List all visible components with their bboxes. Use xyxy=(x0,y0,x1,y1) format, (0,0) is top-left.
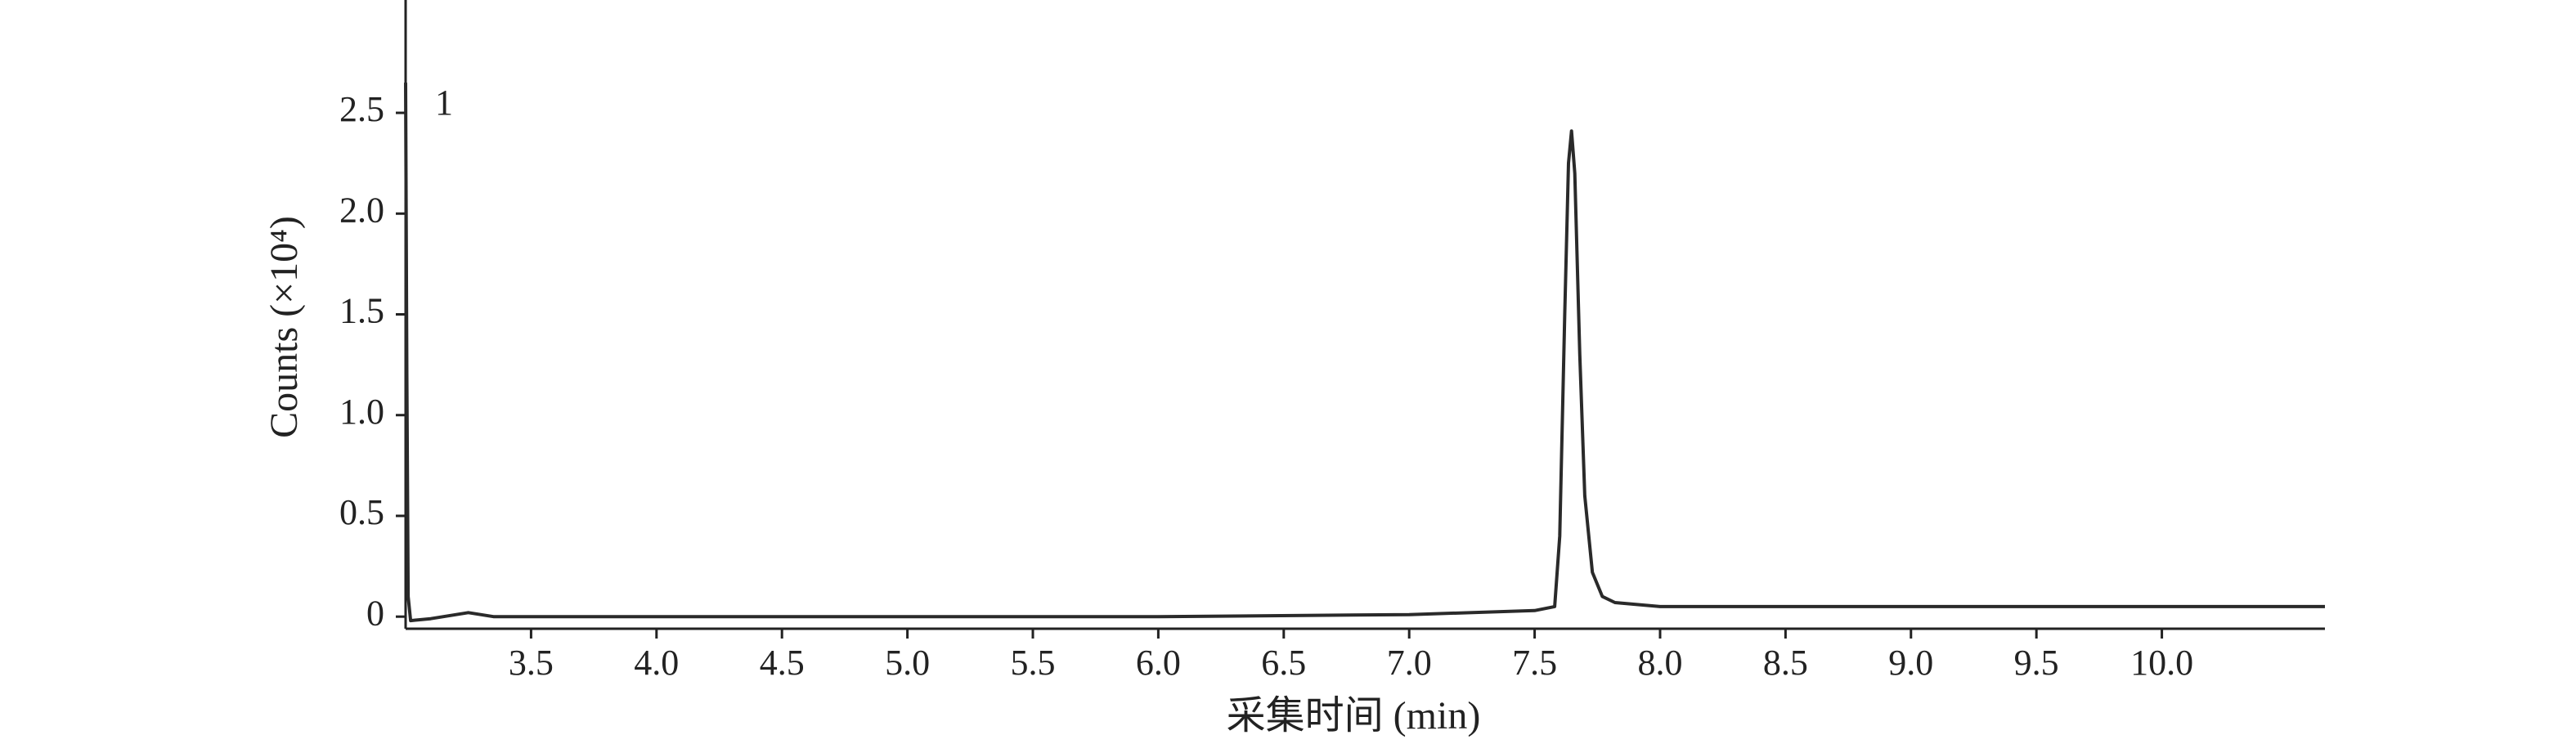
x-tick-label: 7.0 xyxy=(1387,643,1432,683)
y-tick-label: 1.5 xyxy=(339,291,384,331)
x-tick-label: 9.5 xyxy=(2014,643,2059,683)
y-tick-label: 0.5 xyxy=(339,492,384,532)
peak-annotation: 1 xyxy=(435,83,453,123)
y-tick-label: 1.0 xyxy=(339,392,384,432)
y-tick-label: 2.5 xyxy=(339,89,384,129)
x-tick-label: 4.5 xyxy=(760,643,805,683)
x-tick-label: 6.5 xyxy=(1261,643,1306,683)
x-tick-label: 5.0 xyxy=(885,643,930,683)
x-tick-label: 8.0 xyxy=(1637,643,1682,683)
x-tick-label: 4.0 xyxy=(634,643,679,683)
x-tick-label: 10.0 xyxy=(2130,643,2193,683)
x-axis-title: 采集时间 (min) xyxy=(1227,694,1481,737)
y-tick-label: 2.0 xyxy=(339,190,384,230)
x-tick-label: 9.0 xyxy=(1888,643,1933,683)
chromatogram-line xyxy=(404,83,2325,623)
x-tick-label: 6.0 xyxy=(1136,643,1181,683)
x-tick-label: 8.5 xyxy=(1763,643,1808,683)
x-tick-label: 7.5 xyxy=(1512,643,1557,683)
y-tick-label: 0 xyxy=(366,593,384,633)
y-axis-title: Counts (×10⁴) xyxy=(263,216,306,438)
x-tick-label: 3.5 xyxy=(509,643,554,683)
x-tick-label: 5.5 xyxy=(1010,643,1055,683)
